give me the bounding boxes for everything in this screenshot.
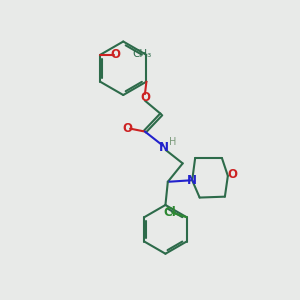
Text: O: O xyxy=(227,168,237,181)
Text: Cl: Cl xyxy=(163,206,176,219)
Text: O: O xyxy=(123,122,133,135)
Text: O: O xyxy=(140,91,150,103)
Text: N: N xyxy=(159,140,169,154)
Text: H: H xyxy=(169,137,176,147)
Text: O: O xyxy=(110,48,121,62)
Text: N: N xyxy=(187,174,197,187)
Text: CH₃: CH₃ xyxy=(132,49,151,59)
